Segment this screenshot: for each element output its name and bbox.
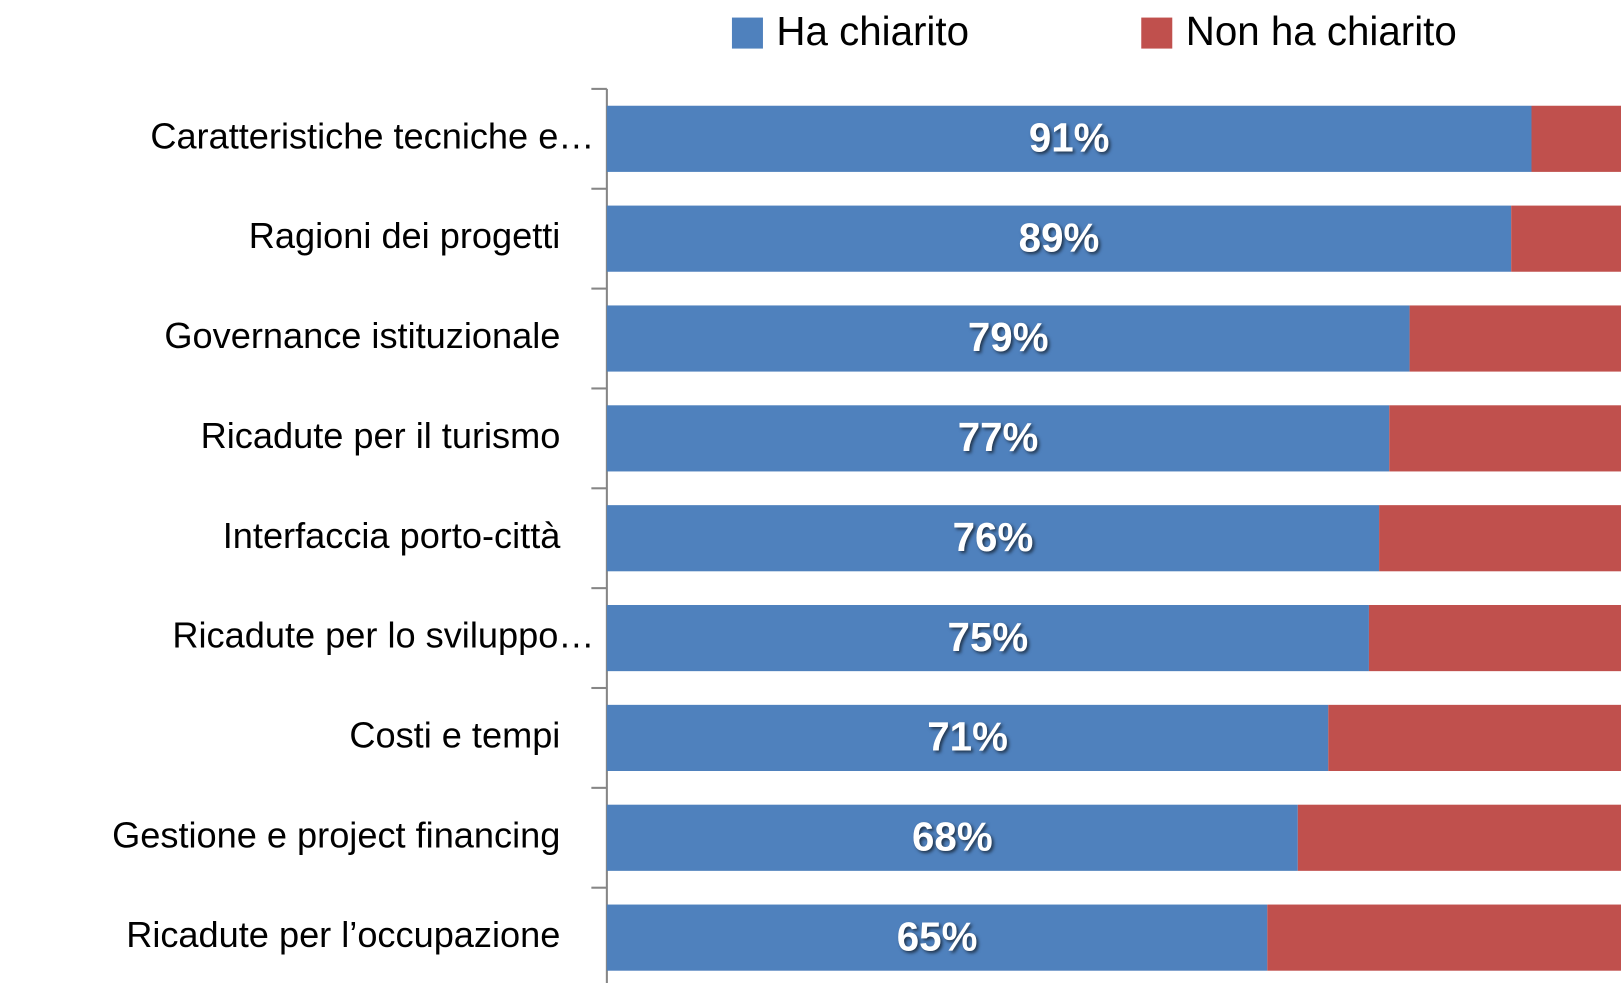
data-label: 91% bbox=[1029, 116, 1110, 161]
bar-segment bbox=[606, 704, 1329, 771]
data-label: 79% bbox=[968, 315, 1049, 360]
bar-segment bbox=[1328, 704, 1621, 771]
legend-swatch bbox=[1141, 17, 1173, 49]
category-label: Ricadute per lo sviluppo… bbox=[172, 615, 594, 656]
data-label: 65% bbox=[897, 914, 978, 959]
bar-segment bbox=[606, 604, 1369, 672]
data-label: 77% bbox=[958, 415, 1039, 460]
data-label: 75% bbox=[948, 615, 1029, 660]
category-label: Caratteristiche tecniche e… bbox=[150, 115, 594, 156]
bar-segment bbox=[1531, 105, 1621, 172]
category-label: Interfaccia porto-città bbox=[223, 515, 561, 556]
bar-segment bbox=[1297, 804, 1621, 871]
bar-segment bbox=[1389, 405, 1621, 472]
data-label: 76% bbox=[953, 515, 1034, 560]
bar-segment bbox=[606, 904, 1268, 971]
bar-segment bbox=[1267, 904, 1621, 971]
bar-segment bbox=[1409, 305, 1621, 372]
bar-segment bbox=[606, 305, 1410, 372]
category-label: Gestione e project financing bbox=[112, 814, 560, 855]
bar-segment bbox=[606, 505, 1380, 572]
bar-segment bbox=[1511, 205, 1621, 272]
category-label: Ragioni dei progetti bbox=[249, 215, 561, 256]
category-label: Ricadute per il turismo bbox=[201, 415, 561, 456]
bar-segment bbox=[1368, 604, 1621, 672]
data-label: 68% bbox=[912, 814, 993, 859]
category-label: Governance istituzionale bbox=[164, 315, 560, 356]
data-label: 71% bbox=[927, 715, 1008, 760]
data-label: 89% bbox=[1019, 215, 1100, 260]
category-label: Costi e tempi bbox=[349, 714, 560, 755]
legend-swatch bbox=[731, 17, 763, 49]
category-label: Ricadute per l’occupazione bbox=[126, 914, 560, 955]
bar-segment bbox=[606, 205, 1512, 272]
bar-segment bbox=[606, 405, 1390, 472]
bar-segment bbox=[606, 804, 1298, 871]
legend-label: Ha chiarito bbox=[776, 9, 969, 54]
legend-label: Non ha chiarito bbox=[1186, 9, 1457, 54]
bar-segment bbox=[606, 105, 1532, 172]
bar-segment bbox=[1379, 505, 1621, 572]
